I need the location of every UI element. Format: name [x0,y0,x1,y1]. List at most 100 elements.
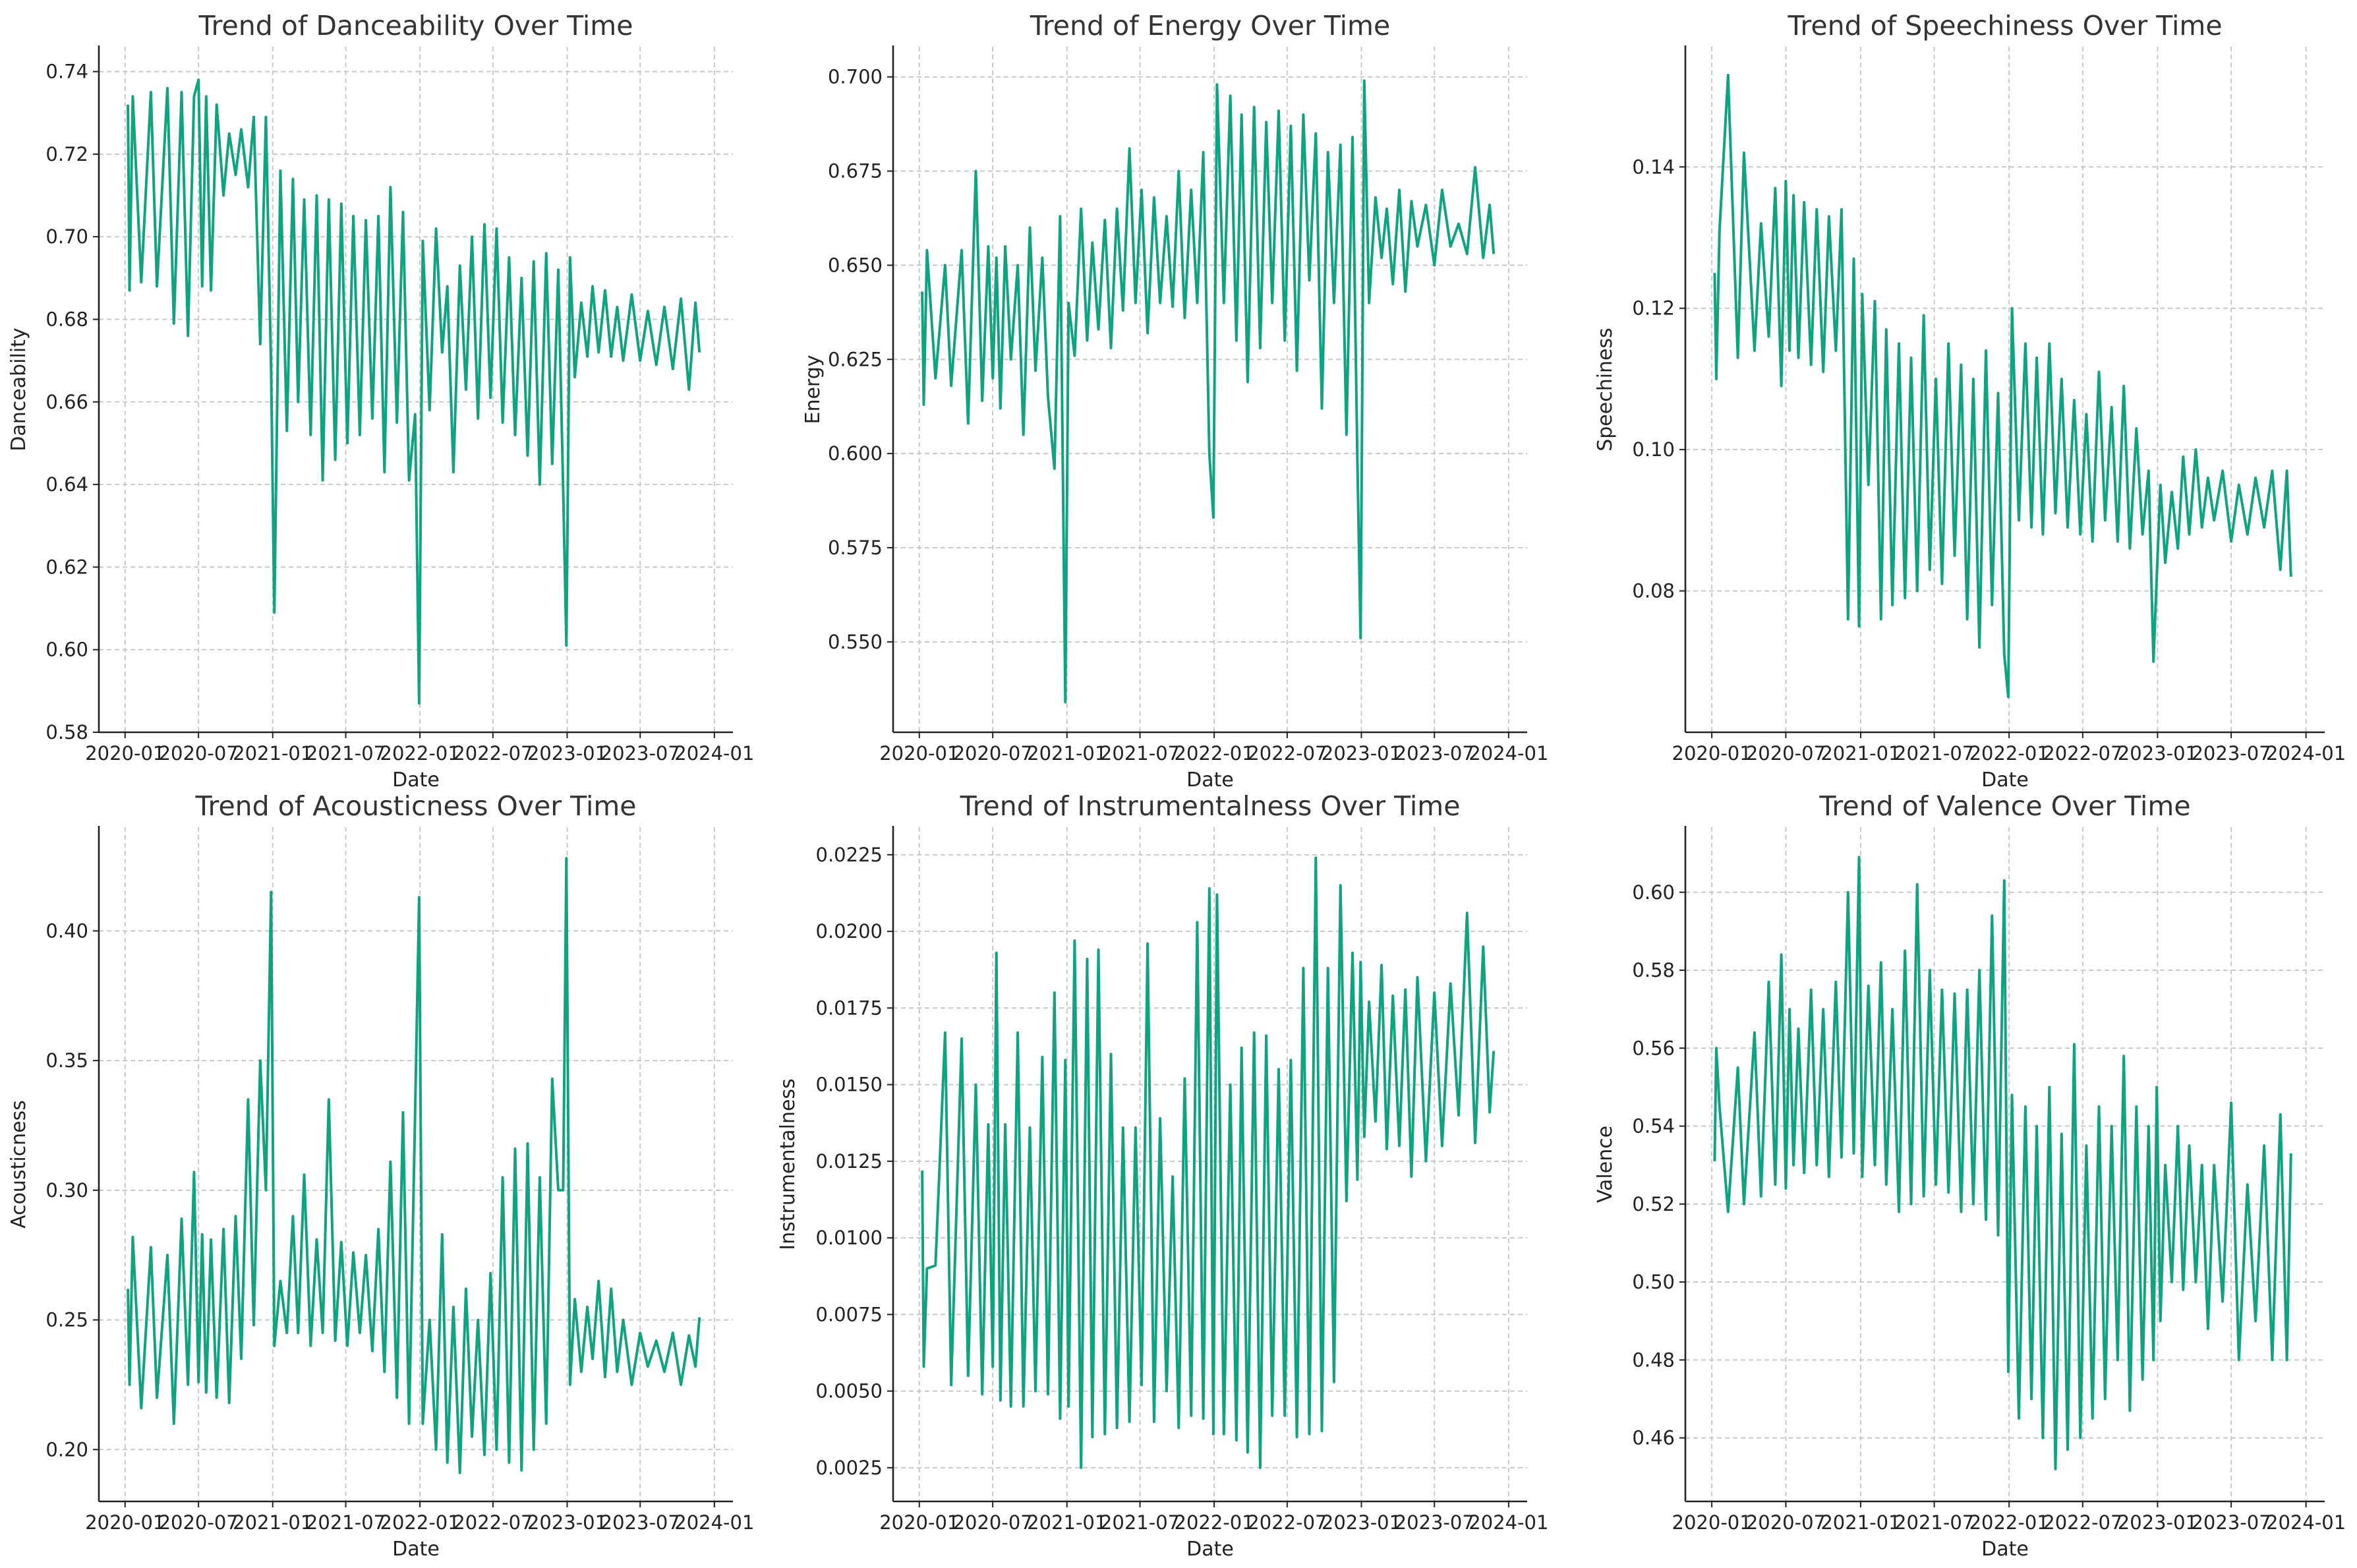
y-tick-label: 0.46 [1632,1427,1675,1449]
y-tick-label: 0.0075 [816,1303,883,1325]
x-tick-label: 2020-07 [953,742,1033,765]
x-tick-label: 2023-01 [527,1511,607,1534]
y-tick-label: 0.50 [1632,1271,1675,1293]
y-axis-label: Speechiness [1594,328,1617,451]
x-axis-label: Date [1981,1538,2029,1561]
x-tick-label: 2022-07 [1247,1511,1327,1534]
y-tick-label: 0.66 [45,391,88,413]
subplot-instrumentalness: 2020-012020-072021-012021-072022-012022-… [776,790,1548,1561]
y-tick-label: 0.675 [828,160,883,183]
x-tick-label: 2023-07 [1395,1511,1474,1534]
series-line-instrumentalness [921,856,1496,1469]
y-tick-label: 0.0175 [816,997,883,1019]
x-tick-label: 2022-07 [453,742,533,765]
y-axis-label: Acousticness [7,1100,30,1229]
subplot-acousticness: 2020-012020-072021-012021-072022-012022-… [7,790,754,1561]
y-tick-label: 0.0225 [816,844,883,866]
y-tick-label: 0.35 [45,1049,88,1072]
y-tick-label: 0.0100 [816,1227,883,1249]
x-tick-label: 2022-01 [1969,742,2049,765]
subplot-energy: 2020-012020-072021-012021-072022-012022-… [801,10,1548,792]
x-tick-label: 2021-07 [1100,742,1180,765]
x-tick-label: 2022-07 [2043,1511,2122,1534]
x-tick-label: 2023-07 [1395,742,1474,765]
x-tick-label: 2020-01 [1672,742,1752,765]
chart-title: Trend of Speechiness Over Time [1787,10,2222,42]
x-tick-label: 2023-07 [600,742,680,765]
chart-title: Trend of Danceability Over Time [198,10,633,42]
subplot-danceability: 2020-012020-072021-012021-072022-012022-… [7,10,754,792]
x-tick-label: 2022-01 [1969,1511,2049,1534]
y-tick-label: 0.60 [1632,881,1675,904]
x-tick-label: 2024-01 [674,742,754,765]
x-tick-label: 2021-01 [1820,1511,1900,1534]
series-line-danceability [127,78,701,705]
x-tick-label: 2021-07 [1100,1511,1180,1534]
x-tick-label: 2022-01 [380,742,460,765]
x-axis-label: Date [1186,1538,1234,1561]
y-axis-label: Instrumentalness [776,1078,800,1250]
y-tick-label: 0.550 [828,631,883,653]
chart-title: Trend of Acousticness Over Time [194,790,636,822]
x-tick-label: 2022-07 [2043,742,2122,765]
x-tick-label: 2023-01 [1322,742,1401,765]
x-tick-label: 2023-01 [1322,1511,1401,1534]
x-tick-label: 2023-07 [600,1511,680,1534]
x-tick-label: 2020-01 [879,742,959,765]
y-tick-label: 0.650 [828,254,883,276]
x-tick-label: 2023-01 [2118,742,2197,765]
x-tick-label: 2023-07 [2191,742,2271,765]
x-tick-label: 2024-01 [1469,742,1548,765]
x-tick-label: 2020-07 [159,1511,239,1534]
x-tick-label: 2023-01 [527,742,607,765]
x-tick-label: 2022-01 [380,1511,460,1534]
chart-title: Trend of Instrumentalness Over Time [960,790,1461,822]
x-tick-label: 2022-07 [1247,742,1327,765]
x-tick-label: 2021-07 [1894,1511,1974,1534]
x-tick-label: 2023-01 [2118,1511,2197,1534]
y-tick-label: 0.62 [45,556,88,578]
x-axis-label: Date [392,769,440,792]
y-tick-label: 0.74 [45,61,88,83]
chart-title: Trend of Energy Over Time [1030,10,1390,42]
series-line-valence [1713,856,2292,1470]
x-tick-label: 2020-07 [159,742,239,765]
y-tick-label: 0.20 [45,1438,88,1461]
x-tick-label: 2021-01 [1820,742,1900,765]
y-tick-label: 0.40 [45,919,88,942]
x-tick-label: 2020-01 [879,1511,959,1534]
series-line-energy [921,79,1496,704]
y-tick-label: 0.48 [1632,1349,1675,1371]
y-tick-label: 0.68 [45,308,88,330]
y-axis-label: Energy [801,355,825,424]
x-tick-label: 2021-01 [1027,742,1107,765]
y-tick-label: 0.0025 [816,1457,883,1479]
y-tick-label: 0.12 [1632,297,1675,320]
x-tick-label: 2024-01 [1469,1511,1548,1534]
y-tick-label: 0.25 [45,1309,88,1331]
x-axis-label: Date [1186,769,1234,792]
y-tick-label: 0.56 [1632,1037,1675,1059]
y-tick-label: 0.52 [1632,1193,1675,1215]
y-tick-label: 0.0050 [816,1380,883,1403]
x-axis-label: Date [1981,769,2029,792]
x-tick-label: 2021-07 [306,742,386,765]
y-tick-label: 0.30 [45,1179,88,1202]
x-tick-label: 2022-07 [453,1511,533,1534]
subplot-valence: 2020-012020-072021-012021-072022-012022-… [1594,790,2346,1561]
y-tick-label: 0.575 [828,537,883,559]
y-tick-label: 0.60 [45,639,88,661]
y-tick-label: 0.08 [1632,580,1675,602]
x-tick-label: 2021-07 [306,1511,386,1534]
y-tick-label: 0.58 [45,721,88,743]
y-tick-label: 0.58 [1632,959,1675,981]
x-tick-label: 2020-07 [1746,742,1826,765]
y-tick-label: 0.54 [1632,1115,1675,1138]
subplot-speechiness: 2020-012020-072021-012021-072022-012022-… [1594,10,2346,792]
y-tick-label: 0.10 [1632,438,1675,461]
y-tick-label: 0.14 [1632,156,1675,178]
y-tick-label: 0.0150 [816,1074,883,1096]
chart-title: Trend of Valence Over Time [1819,790,2190,822]
y-tick-label: 0.0125 [816,1150,883,1173]
